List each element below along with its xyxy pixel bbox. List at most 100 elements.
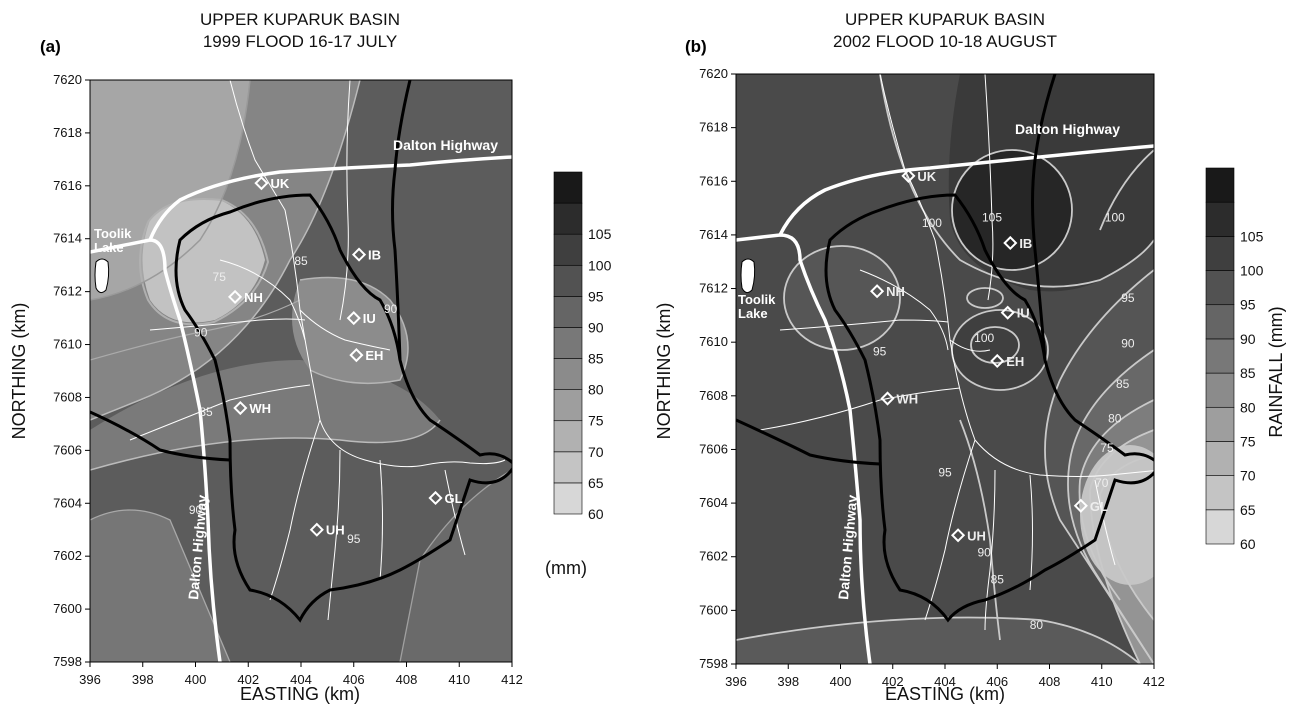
contour-labels-b: 100 105 100 95 95 100 90 85 80 75 70 95 90 85 80	[873, 211, 1135, 633]
contour-label: 75	[213, 270, 227, 284]
y-tick-label: 7598	[53, 654, 82, 669]
rainfall-zone-95-nh	[784, 246, 900, 350]
rainfall-zone-88	[90, 360, 440, 470]
x-tick-label: 408	[1039, 674, 1061, 689]
x-tick-label: 406	[986, 674, 1008, 689]
contour-label: 85	[199, 405, 213, 419]
site-marker-iu	[346, 311, 361, 326]
dalton-highway-label-north: Dalton Highway	[1015, 121, 1120, 137]
y-tick-label: 7608	[53, 389, 82, 404]
x-tick-label: 412	[1143, 674, 1165, 689]
colorbar-band	[1205, 441, 1235, 476]
contour-line-88	[90, 419, 441, 471]
toolik-label: Toolik	[94, 226, 132, 241]
contour-100-iu	[966, 287, 1004, 309]
site-label-nh: NH	[244, 290, 263, 305]
panel-a: UPPER KUPARUK BASIN 1999 FLOOD 16-17 JUL…	[9, 10, 612, 704]
site-marker-iu	[1000, 305, 1015, 320]
y-tick-label: 7600	[699, 602, 728, 617]
lake-label: Lake	[738, 306, 768, 321]
colorbar-band	[1205, 509, 1235, 545]
stream-eh	[299, 309, 391, 351]
stream-south	[984, 469, 996, 631]
y-tick-label: 7604	[53, 495, 82, 510]
site-label-gl: GL	[1090, 499, 1108, 514]
colorbar-band	[553, 358, 583, 390]
site-marker-nh	[870, 284, 885, 299]
contour-label: 100	[1105, 211, 1125, 225]
contour-75	[1089, 429, 1154, 664]
y-tick-label: 7618	[53, 125, 82, 140]
colorbar-tick-label: 90	[1240, 331, 1256, 347]
colorbar-band	[1205, 270, 1235, 306]
contour-label: 80	[1030, 618, 1044, 632]
site-label-uh: UH	[326, 523, 345, 538]
site-label-uk: UK	[917, 169, 936, 184]
y-tick-label: 7612	[699, 281, 728, 296]
x-tick-label: 410	[1091, 674, 1113, 689]
site-marker-gl	[428, 490, 443, 506]
colorbar-tick-label: 95	[588, 288, 604, 304]
rainfall-zone-south	[736, 617, 1140, 664]
y-tick-label: 7608	[699, 388, 728, 403]
colorbar-band	[553, 202, 583, 235]
stream-nh	[859, 269, 949, 351]
y-tick-label: 7614	[53, 231, 82, 246]
site-label-iu: IU	[1017, 306, 1030, 321]
x-tick-label: 406	[343, 672, 365, 687]
colorbar-tick-label: 100	[1240, 263, 1264, 279]
colorbar-band	[553, 171, 583, 204]
contour-south	[736, 616, 1141, 664]
y-tick-label: 7618	[699, 120, 728, 135]
colorbar-b-label: RAINFALL (mm)	[1266, 306, 1286, 437]
site-marker-uk	[254, 176, 269, 191]
y-tick-label: 7612	[53, 284, 82, 299]
y-tick-label: 7610	[53, 337, 82, 352]
contour-label: 105	[982, 211, 1002, 225]
stream-gl	[444, 469, 466, 556]
site-label-uk: UK	[270, 176, 289, 191]
contour-label: 90	[384, 302, 398, 316]
colorbar-band	[553, 296, 583, 328]
contour-label: 80	[1108, 412, 1122, 426]
y-tick-label: 7598	[699, 656, 728, 671]
dalton-highway-road-north	[778, 144, 1154, 236]
contour-label: 90	[978, 546, 992, 560]
x-tick-label: 398	[777, 674, 799, 689]
colorbar-tick-label: 80	[588, 382, 604, 398]
dalton-highway-road-north	[148, 155, 512, 241]
y-tick-label: 7600	[53, 601, 82, 616]
site-label-gl: GL	[445, 491, 463, 506]
y-tick-label: 7602	[53, 548, 82, 563]
colorbar-tick-label: 75	[1240, 433, 1256, 449]
x-tick-label: 398	[132, 672, 154, 687]
colorbar-band	[1205, 372, 1235, 408]
panel-a-ylabel: NORTHING (km)	[9, 303, 29, 440]
site-label-nh: NH	[886, 284, 905, 299]
site-marker-gl	[1073, 498, 1088, 513]
basin-boundary	[824, 193, 1154, 623]
panel-b-label: (b)	[685, 37, 707, 56]
colorbar-tick-label: 85	[588, 351, 604, 367]
contour-85	[1067, 349, 1154, 664]
y-tick-label: 7606	[699, 441, 728, 456]
stream-network-b	[759, 74, 1154, 631]
stream-gl	[1094, 479, 1116, 566]
panel-a-xlabel: EASTING (km)	[240, 684, 360, 704]
boundary-west	[736, 418, 881, 466]
contour-line-90	[90, 299, 301, 361]
x-tick-label: 400	[830, 674, 852, 689]
panel-b-xlabel: EASTING (km)	[885, 684, 1005, 704]
site-marker-ib	[1003, 235, 1018, 251]
x-tick-label: 400	[185, 672, 207, 687]
contour-label: 70	[1095, 476, 1109, 490]
colorbar-band	[1205, 201, 1235, 237]
contour-line-75	[139, 197, 270, 326]
colorbar-tick-label: 75	[588, 413, 604, 429]
main-stream	[879, 74, 1154, 477]
contour-line-85	[90, 80, 361, 421]
colorbar-a: 60 65 70 75 80 85 90 95 100 105	[553, 171, 612, 522]
stream-south	[327, 449, 341, 621]
contour-label: 95	[938, 465, 952, 479]
